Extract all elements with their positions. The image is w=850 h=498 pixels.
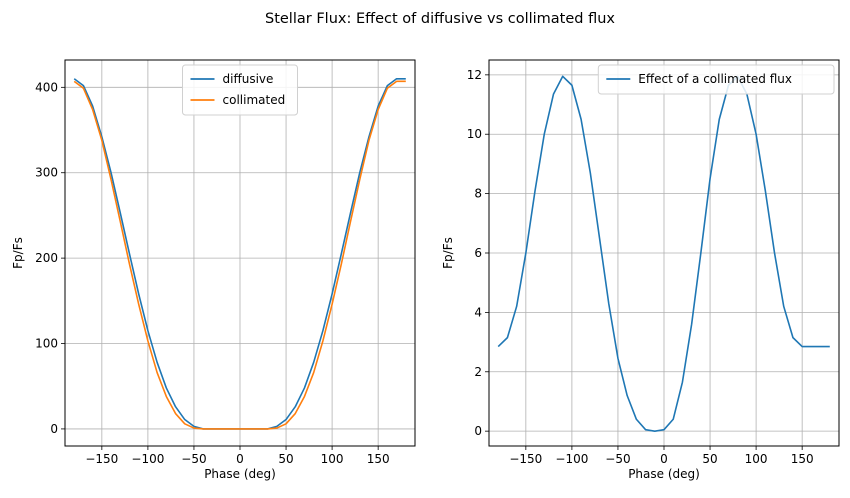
right-x-tick-label: −100 xyxy=(555,452,588,466)
left-y-tick-label: 200 xyxy=(35,251,58,265)
right-x-tick-label: 150 xyxy=(791,452,814,466)
left-y-tick-label: 0 xyxy=(50,422,58,436)
left-x-tick-label: −50 xyxy=(181,452,206,466)
left-legend-label-1: diffusive xyxy=(223,72,274,86)
right-x-ticks: −150 −100 −50 0 50 100 150 xyxy=(509,446,814,466)
left-chart: −150 −100 −50 0 50 100 150 0 100 200 300 400 Phase… xyxy=(11,59,416,481)
left-x-ticks: −150 −100 −50 0 50 100 150 xyxy=(85,446,390,466)
left-legend: diffusive collimated xyxy=(182,64,298,116)
right-series-line-1 xyxy=(497,75,830,432)
left-legend-box xyxy=(182,64,298,116)
right-y-ticks: 0 2 4 6 8 10 12 xyxy=(467,68,489,438)
right-legend-label-1: Effect of a collimated flux xyxy=(638,72,792,86)
right-y-tick-label: 2 xyxy=(474,365,482,379)
right-y-tick-label: 6 xyxy=(474,246,482,260)
right-chart: −150 −100 −50 0 50 100 150 0 2 4 6 8 10 12 Phase (de… xyxy=(441,59,840,481)
right-x-tick-label: −150 xyxy=(509,452,542,466)
right-x-tick-label: 0 xyxy=(660,452,668,466)
right-x-axis-label: Phase (deg) xyxy=(628,467,700,481)
left-y-ticks: 0 100 200 300 400 xyxy=(35,80,65,436)
left-grid xyxy=(65,60,415,446)
right-x-tick-label: −50 xyxy=(605,452,630,466)
left-y-axis-label: Fp/Fs xyxy=(11,237,25,269)
right-y-tick-label: 12 xyxy=(467,68,482,82)
left-x-tick-label: 100 xyxy=(321,452,344,466)
right-legend: Effect of a collimated flux xyxy=(597,64,835,95)
left-x-tick-label: 50 xyxy=(278,452,293,466)
left-x-axis-label: Phase (deg) xyxy=(204,467,276,481)
left-x-tick-label: 0 xyxy=(236,452,244,466)
right-x-tick-label: 50 xyxy=(702,452,717,466)
right-y-tick-label: 0 xyxy=(474,424,482,438)
left-x-tick-label: −150 xyxy=(85,452,118,466)
right-series-group xyxy=(497,75,830,432)
left-y-tick-label: 100 xyxy=(35,337,58,351)
left-series-line-2 xyxy=(73,80,406,430)
right-y-tick-label: 10 xyxy=(467,127,482,141)
left-legend-label-2: collimated xyxy=(223,93,286,107)
left-y-tick-label: 300 xyxy=(35,166,58,180)
left-x-tick-label: −100 xyxy=(131,452,164,466)
left-x-tick-label: 150 xyxy=(367,452,390,466)
right-y-axis-label: Fp/Fs xyxy=(441,237,455,269)
right-y-tick-label: 4 xyxy=(474,305,482,319)
left-series-group xyxy=(73,77,406,430)
right-x-tick-label: 100 xyxy=(745,452,768,466)
right-legend-box xyxy=(597,64,835,95)
figure-title: Stellar Flux: Effect of diffusive vs col… xyxy=(265,11,615,27)
left-y-tick-label: 400 xyxy=(35,80,58,94)
right-y-tick-label: 8 xyxy=(474,187,482,201)
